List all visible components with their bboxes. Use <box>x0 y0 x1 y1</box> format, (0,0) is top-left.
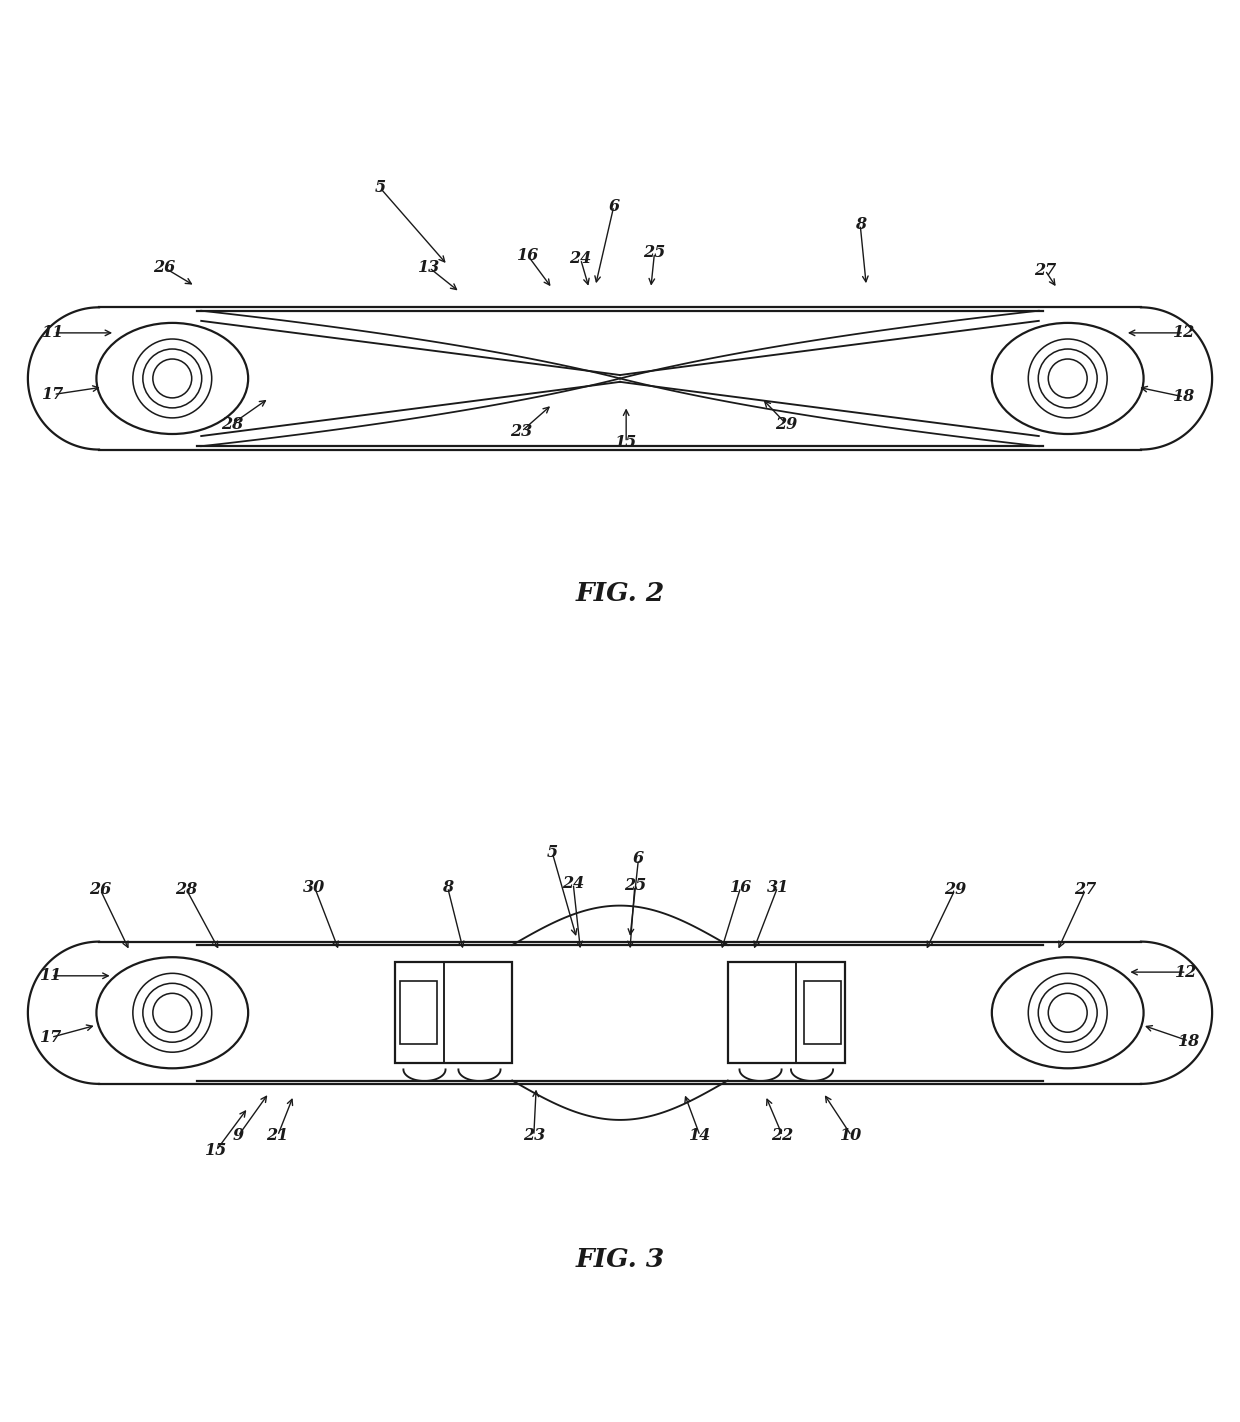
Text: 23: 23 <box>511 422 533 439</box>
Text: 16: 16 <box>517 247 538 264</box>
Text: 28: 28 <box>175 882 197 899</box>
Text: 6: 6 <box>632 850 644 867</box>
Text: 15: 15 <box>205 1142 227 1159</box>
Text: 26: 26 <box>89 882 112 899</box>
Text: 27: 27 <box>1034 262 1056 279</box>
Text: 10: 10 <box>841 1128 863 1145</box>
Text: 29: 29 <box>775 415 797 432</box>
Text: 12: 12 <box>1173 324 1195 341</box>
Text: 23: 23 <box>522 1128 544 1145</box>
Text: 8: 8 <box>441 879 453 896</box>
Text: 13: 13 <box>418 259 440 276</box>
Bar <box>728 963 844 1064</box>
Text: 11: 11 <box>40 967 62 984</box>
Text: 5: 5 <box>547 845 558 862</box>
Text: 9: 9 <box>233 1128 244 1145</box>
Text: 16: 16 <box>729 879 751 896</box>
Text: 24: 24 <box>569 250 591 267</box>
Text: 17: 17 <box>40 1030 62 1047</box>
Text: 24: 24 <box>562 875 584 892</box>
Text: 21: 21 <box>267 1128 289 1145</box>
Text: 28: 28 <box>221 415 243 432</box>
Text: 18: 18 <box>1173 388 1195 405</box>
Text: 22: 22 <box>771 1128 794 1145</box>
Text: 26: 26 <box>154 259 175 276</box>
Text: 8: 8 <box>854 216 866 233</box>
Text: FIG. 3: FIG. 3 <box>575 1247 665 1271</box>
Text: 6: 6 <box>609 198 620 215</box>
Bar <box>401 981 438 1044</box>
Text: 25: 25 <box>624 877 646 894</box>
Text: 25: 25 <box>644 245 666 262</box>
Text: 11: 11 <box>42 324 64 341</box>
Text: 30: 30 <box>304 879 326 896</box>
Text: 17: 17 <box>42 385 64 402</box>
Bar <box>804 981 841 1044</box>
Text: 18: 18 <box>1178 1032 1200 1049</box>
Text: FIG. 2: FIG. 2 <box>575 582 665 607</box>
Text: 27: 27 <box>1074 882 1096 899</box>
Text: 12: 12 <box>1176 964 1198 981</box>
Text: 29: 29 <box>944 882 966 899</box>
Text: 31: 31 <box>766 879 789 896</box>
Text: 14: 14 <box>689 1128 712 1145</box>
Text: 15: 15 <box>615 434 637 451</box>
Text: 5: 5 <box>374 179 386 196</box>
Bar <box>396 963 512 1064</box>
